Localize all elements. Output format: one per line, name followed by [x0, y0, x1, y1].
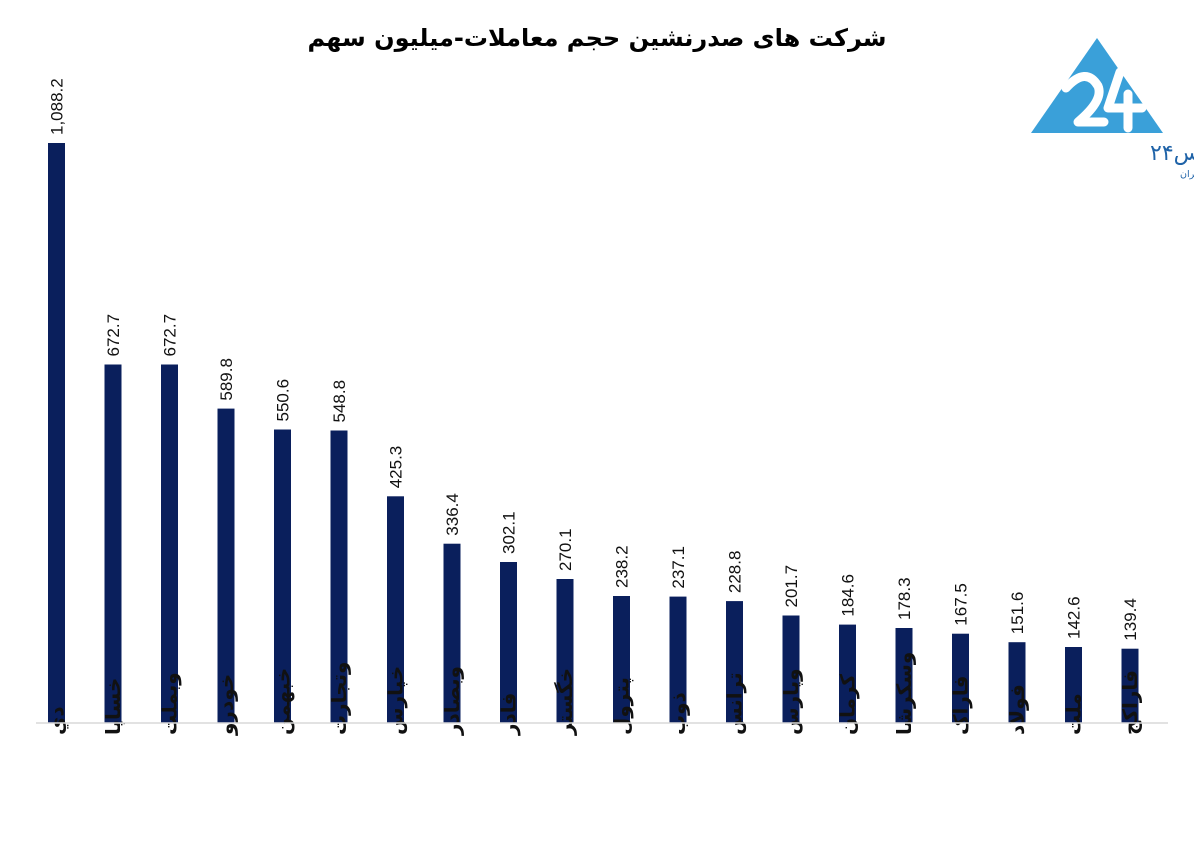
value-label: 425.3 [387, 446, 406, 489]
bar [726, 601, 743, 723]
category-label: فاراکج [1118, 670, 1142, 735]
category-label: ذوب [666, 692, 690, 735]
value-label: 550.6 [274, 379, 293, 422]
bar [274, 429, 291, 723]
category-label: وبصادر [440, 666, 464, 736]
category-label: ترانس [723, 672, 747, 735]
bar [782, 615, 800, 723]
category-label: فولاد [1005, 684, 1029, 735]
value-label: 184.6 [839, 574, 858, 617]
bar [48, 143, 65, 723]
logo-two-shape [1061, 72, 1109, 127]
value-label: 228.8 [726, 551, 745, 594]
bar [952, 633, 969, 723]
value-label: 589.8 [217, 358, 236, 401]
category-label: خگستر [553, 668, 577, 736]
category-label: خودرو [214, 674, 238, 736]
value-label: 151.6 [1008, 592, 1027, 635]
category-label: کرمان [836, 674, 860, 735]
bar [613, 596, 630, 723]
value-label: 167.5 [952, 583, 971, 626]
category-labels-group: دي خساپا وبملت خودرو خبهمن وتجارت خپارس وبصادر ف… [45, 652, 1143, 736]
value-label: 336.4 [443, 493, 462, 536]
category-label: خبهمن [271, 668, 295, 735]
value-label: 237.1 [669, 546, 688, 589]
bar [104, 364, 122, 723]
bar [1065, 647, 1082, 723]
bar [387, 496, 404, 723]
bar [669, 596, 687, 723]
bar [161, 364, 178, 723]
bar [556, 579, 574, 723]
value-label: 270.1 [556, 528, 575, 571]
bar [895, 628, 913, 723]
bars-group [48, 143, 1139, 723]
bar [1008, 642, 1026, 723]
category-label: خساپا [101, 678, 126, 735]
bar [839, 624, 856, 723]
logo-name: بورس۲۴ [1150, 141, 1194, 166]
bar [1121, 648, 1139, 723]
category-label: وتجارت [327, 662, 351, 735]
category-label: وبملت [158, 672, 182, 735]
value-label: 672.7 [161, 314, 180, 357]
value-label: 672.7 [104, 314, 123, 357]
borse24-logo: بورس۲۴ پایگاه اطلاع رسانی و تحلیلی بورس … [1031, 38, 1194, 180]
category-label: ملت [1062, 693, 1086, 735]
category-label: وپارس [779, 668, 804, 735]
value-label: 139.4 [1121, 598, 1140, 641]
bar [217, 408, 235, 723]
value-label: 238.2 [613, 545, 632, 588]
category-label: فاراک [949, 676, 973, 735]
logo-tagline: پایگاه اطلاع رسانی و تحلیلی بورس ایران [1180, 168, 1194, 180]
bar [500, 562, 517, 723]
category-label: دي [45, 706, 70, 735]
category-label: وسکرشا [892, 652, 916, 735]
value-label: 201.7 [782, 565, 801, 608]
bar [330, 430, 348, 723]
category-label: پترول [610, 677, 635, 735]
value-label: 302.1 [500, 511, 519, 554]
bar [443, 543, 461, 723]
category-label: خپارس [384, 666, 409, 735]
value-label: 548.8 [330, 380, 349, 423]
logo-four-shape [1103, 67, 1147, 133]
value-labels-group: 1,088.2 672.7 672.7 589.8 550.6 548.8 425.3 336… [48, 78, 1141, 640]
chart-title: شرکت های صدرنشین حجم معاملات-میلیون سهم [307, 24, 886, 52]
value-label: 142.6 [1065, 596, 1084, 639]
category-label: فادر [497, 693, 521, 736]
value-label: 178.3 [895, 577, 914, 620]
value-label: 1,088.2 [48, 78, 67, 135]
